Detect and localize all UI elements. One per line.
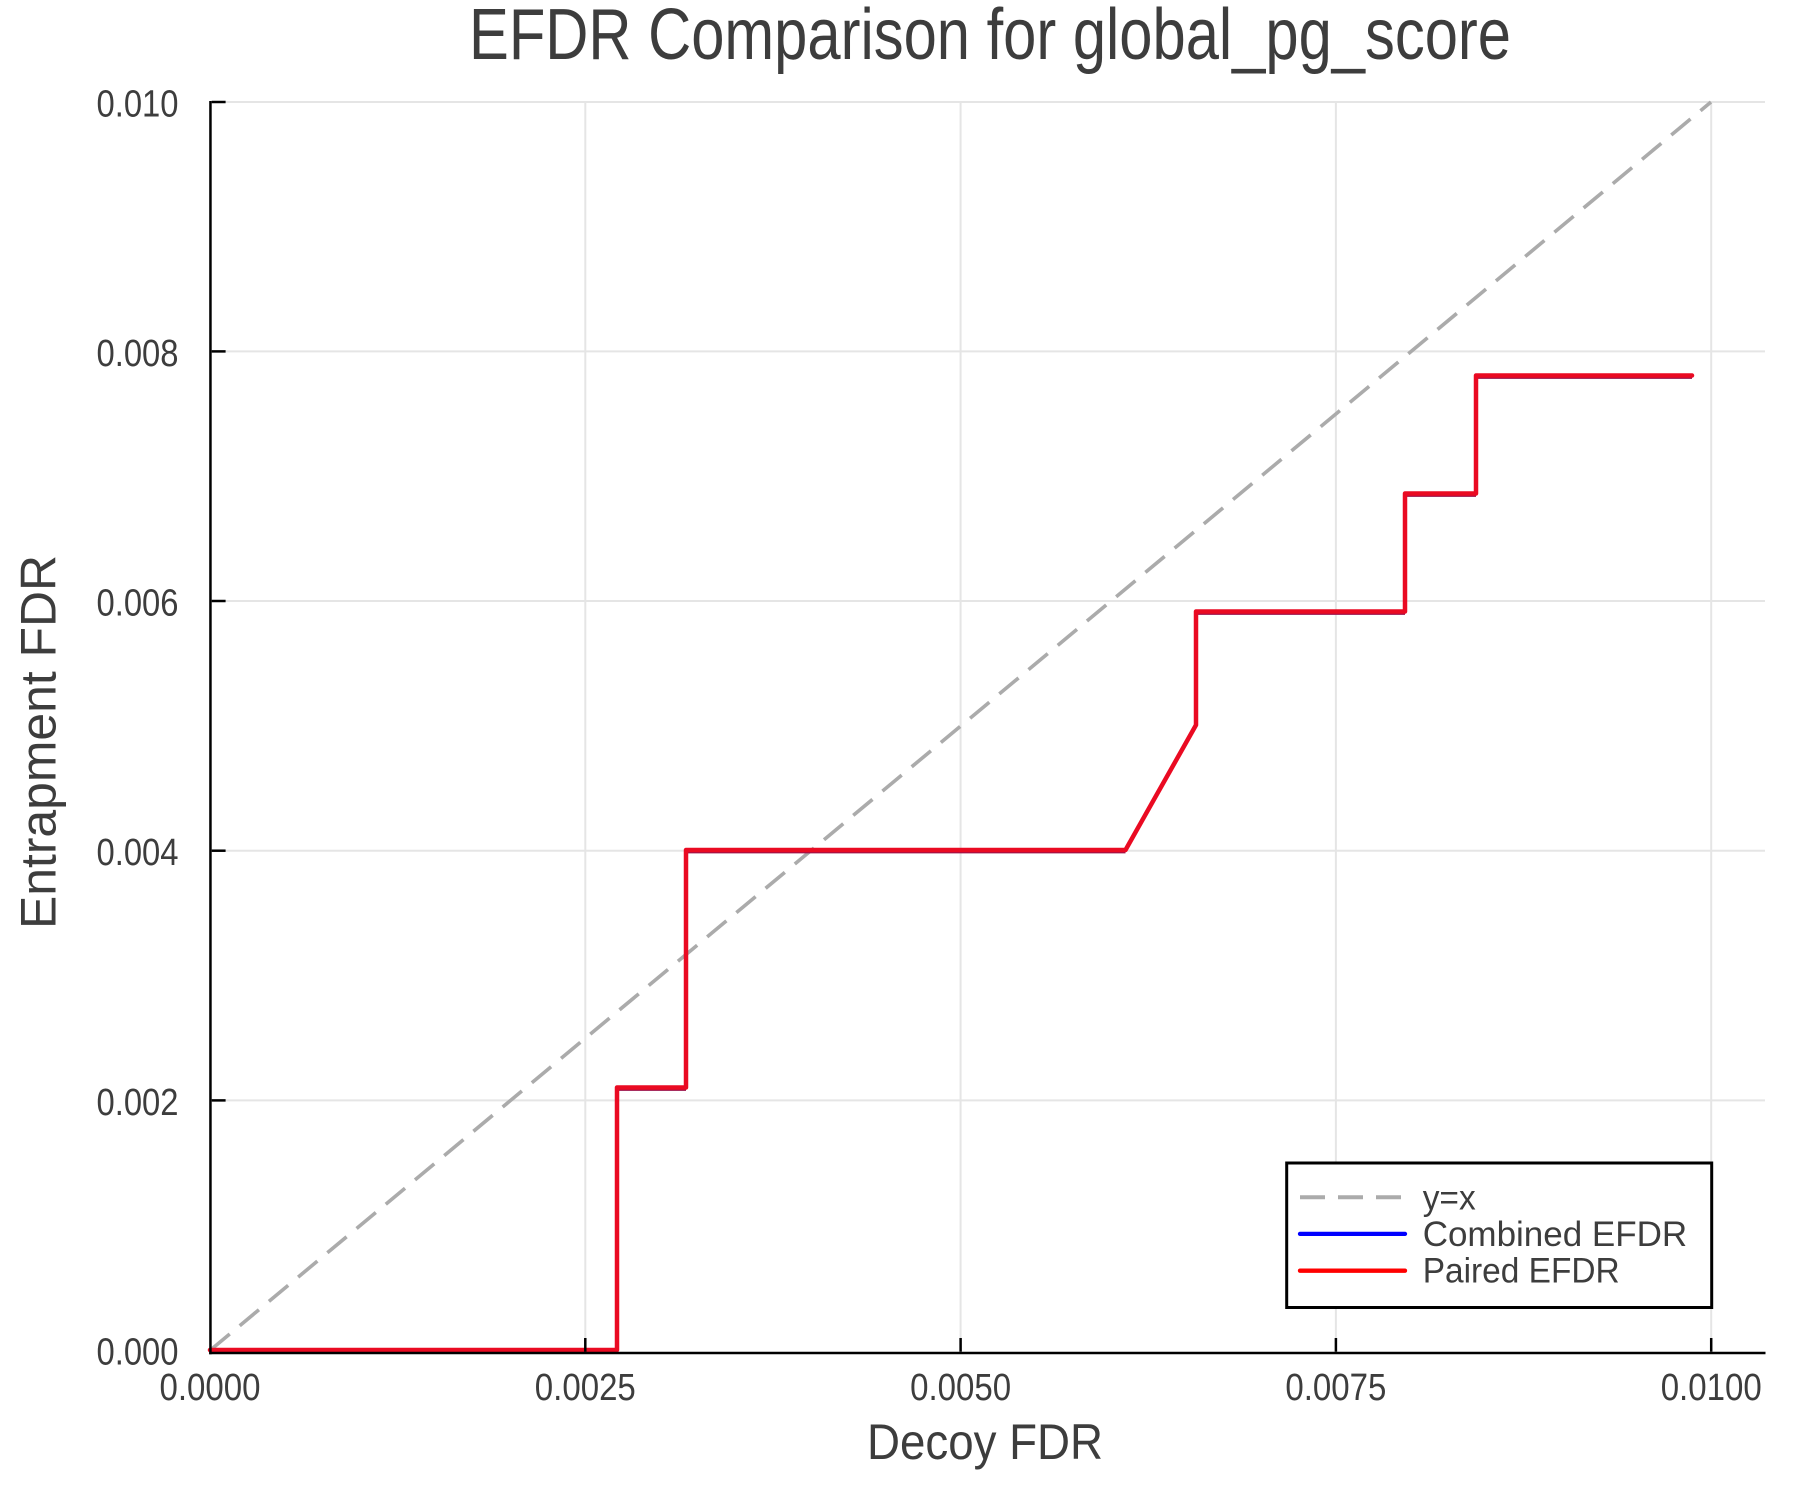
svg-text:0.008: 0.008 [97,333,179,375]
svg-text:0.0025: 0.0025 [535,1367,636,1409]
svg-text:0.0050: 0.0050 [910,1367,1011,1409]
svg-text:0.0000: 0.0000 [160,1367,261,1409]
svg-text:y=x: y=x [1423,1179,1476,1218]
svg-text:0.000: 0.000 [97,1332,179,1374]
svg-text:Decoy FDR: Decoy FDR [867,1414,1103,1470]
svg-text:0.0100: 0.0100 [1661,1367,1762,1409]
svg-text:0.0075: 0.0075 [1285,1367,1386,1409]
svg-text:0.006: 0.006 [97,583,179,625]
svg-text:Entrapment FDR: Entrapment FDR [11,555,67,929]
svg-text:EFDR Comparison for global_pg_: EFDR Comparison for global_pg_score [469,0,1511,75]
svg-text:0.010: 0.010 [97,84,179,126]
svg-text:0.004: 0.004 [97,832,179,874]
svg-text:Paired EFDR: Paired EFDR [1423,1252,1620,1291]
svg-text:Combined EFDR: Combined EFDR [1423,1215,1688,1254]
svg-text:0.002: 0.002 [97,1082,179,1124]
